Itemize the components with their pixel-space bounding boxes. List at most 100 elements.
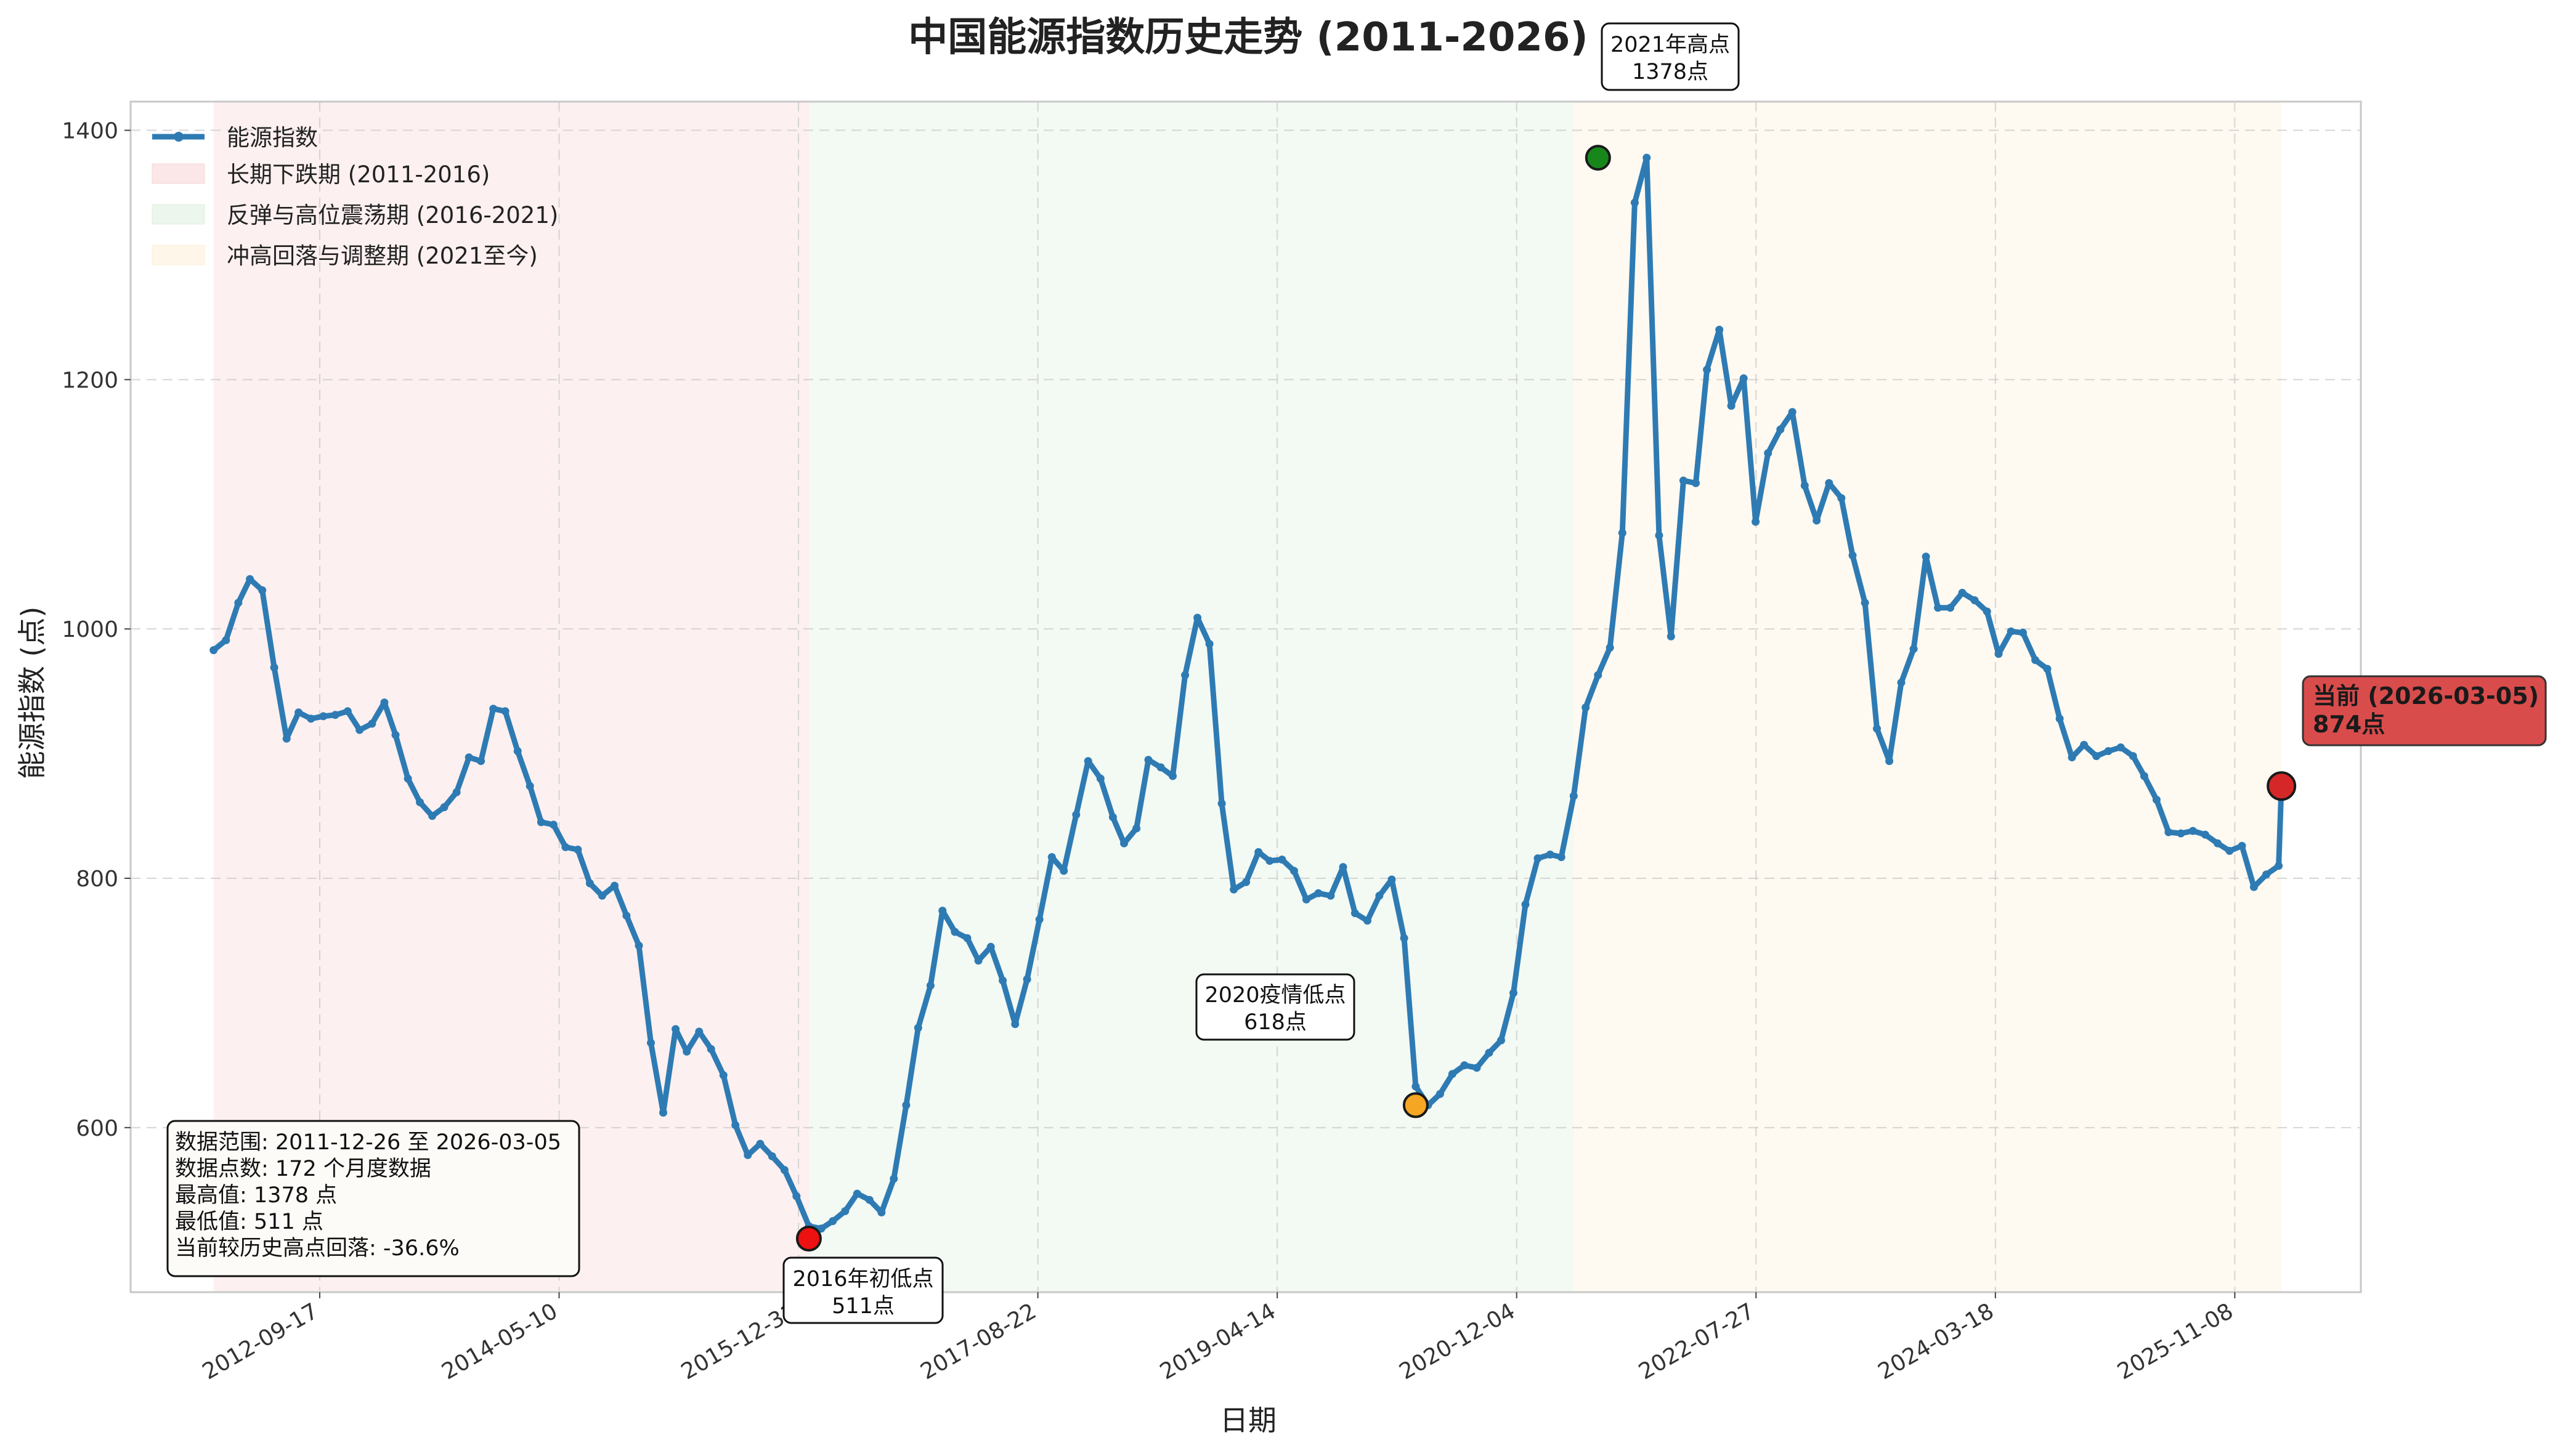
series-point: [1679, 476, 1687, 485]
series-point: [1922, 552, 1930, 561]
series-point: [1302, 895, 1310, 904]
series-point: [585, 879, 594, 888]
series-point: [319, 712, 328, 721]
series-point: [963, 934, 972, 942]
series-point: [2080, 740, 2089, 749]
series-point: [1339, 863, 1347, 872]
series-point: [1837, 494, 1846, 503]
info-box: 数据范围: 2011-12-26 至 2026-03-05 数据点数: 172 …: [166, 1120, 580, 1277]
series-point: [452, 788, 461, 796]
annotation-2020-low-box: [1195, 973, 1355, 1041]
annotation-2020-low: 2020疫情低点 618点: [1195, 973, 1355, 1041]
series-point: [1265, 857, 1274, 865]
series-point: [999, 976, 1007, 985]
series-point: [2031, 656, 2040, 665]
series-point: [890, 1175, 898, 1183]
series-point: [1047, 853, 1056, 862]
series-point: [209, 646, 218, 655]
series-point: [2262, 870, 2270, 879]
series-point: [2043, 665, 2052, 673]
series-point: [1011, 1020, 1020, 1029]
series-point: [1776, 425, 1785, 434]
series-point: [1023, 975, 1031, 984]
period-band-3: [1573, 102, 2282, 1292]
series-point: [1825, 479, 1833, 487]
series-point: [1289, 867, 1298, 875]
highlight-marker-1: [795, 1225, 822, 1252]
annotation-2016-low: 2016年初低点 511点: [782, 1256, 944, 1324]
annotation-2020-low-line1: 2020疫情低点: [1204, 983, 1346, 1008]
series-point: [2007, 627, 2015, 636]
legend-swatch-period-2: [152, 204, 205, 225]
series-point: [1144, 756, 1153, 764]
series-point: [2019, 628, 2027, 637]
series-point: [561, 843, 570, 851]
series-point: [1472, 1064, 1481, 1072]
current-value-label: 当前 (2026-03-05) 874点: [2302, 675, 2547, 746]
series-point: [1132, 824, 1141, 833]
series-point: [986, 942, 995, 951]
series-point: [1497, 1036, 1505, 1045]
series-point: [2177, 829, 2185, 838]
series-point: [829, 1217, 837, 1226]
series-point: [2238, 841, 2246, 850]
series-point: [270, 663, 278, 672]
series-point: [1934, 604, 1943, 612]
annotation-2016-low-box: [782, 1256, 944, 1324]
series-point: [513, 747, 522, 755]
legend: 能源指数 长期下跌期 (2011-2016) 反弹与高位震荡期 (2016-20…: [152, 124, 558, 269]
series-point: [1521, 900, 1530, 908]
series-point: [611, 881, 619, 890]
period-band-2: [808, 102, 1574, 1292]
series-point: [1509, 989, 1517, 997]
series-point: [1435, 1090, 1444, 1098]
series-point: [2214, 839, 2222, 847]
series-point: [1848, 551, 1857, 560]
annotation-2021-high-line2: 1378点: [1632, 60, 1708, 84]
series-point: [1813, 516, 1821, 525]
series-point: [1642, 153, 1651, 162]
series-point: [428, 812, 437, 820]
series-layer: [209, 153, 2286, 1233]
series-point: [1448, 1070, 1456, 1078]
series-point: [1788, 408, 1797, 416]
info-line-min: 最低值: 511 点: [175, 1210, 323, 1234]
series-point: [331, 711, 339, 719]
series-line-1: [211, 155, 2284, 1232]
series-point: [1897, 678, 1906, 687]
y-tick-label: 600: [76, 1116, 118, 1141]
y-axis-title: 能源指数 (点): [15, 607, 49, 780]
series-point: [1193, 613, 1202, 622]
series-point: [307, 714, 315, 723]
series-point: [282, 734, 291, 743]
annotation-2021-high-box: [1601, 22, 1740, 91]
series-point: [1387, 875, 1396, 884]
series-point: [258, 586, 267, 594]
series-point: [672, 1025, 680, 1033]
series-point: [1885, 757, 1894, 766]
series-point: [1800, 481, 1809, 490]
series-point: [731, 1121, 740, 1130]
series-point: [707, 1045, 715, 1053]
series-point: [2092, 752, 2101, 761]
series-point: [1569, 791, 1578, 800]
series-point: [1703, 365, 1711, 374]
series-point: [683, 1047, 691, 1056]
series-point: [343, 707, 352, 716]
series-point: [526, 782, 534, 790]
annotation-2021-high: 2021年高点 1378点: [1601, 22, 1740, 91]
series-point: [368, 719, 376, 728]
series-point: [416, 798, 424, 806]
series-point: [1205, 640, 1214, 648]
info-line-range: 数据范围: 2011-12-26 至 2026-03-05: [175, 1130, 561, 1155]
series-point: [1169, 772, 1177, 780]
series-point: [1739, 374, 1748, 382]
series-point: [1400, 934, 1408, 942]
series-point: [2225, 847, 2234, 855]
highlight-marker-4: [2267, 771, 2297, 801]
series-point: [1715, 325, 1724, 334]
series-point: [1533, 854, 1542, 863]
series-point: [744, 1151, 752, 1159]
series-point: [1242, 878, 1251, 886]
series-point: [222, 636, 230, 644]
